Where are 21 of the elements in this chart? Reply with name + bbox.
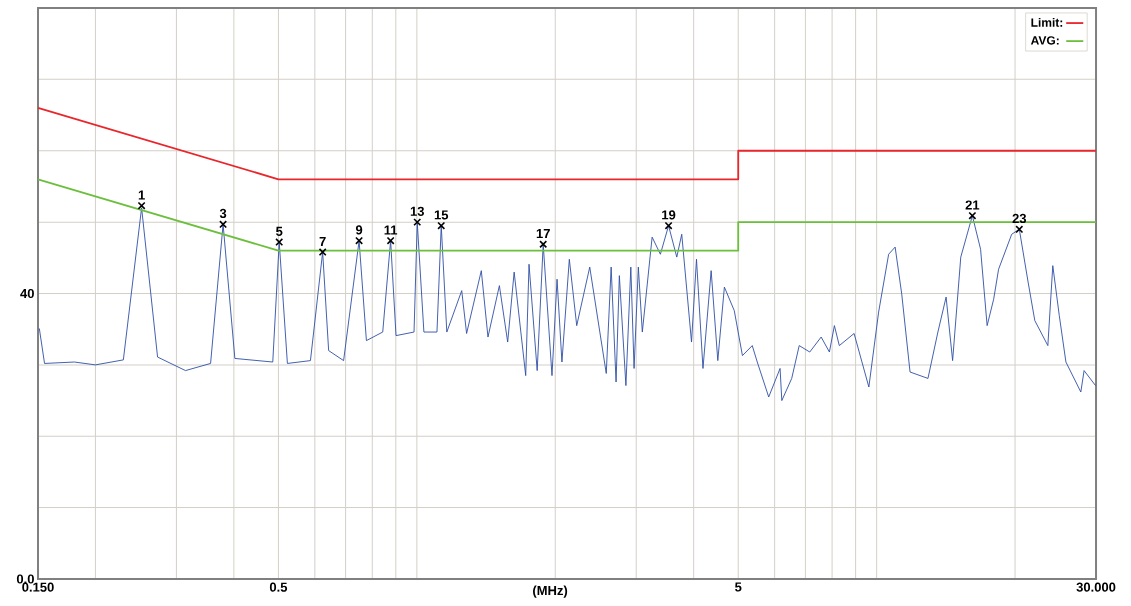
annotation: 3 <box>219 208 227 219</box>
annotation: 1 <box>138 190 145 200</box>
annotation: 17 <box>536 229 550 239</box>
annotation: 7 <box>319 236 326 246</box>
x-axis-title: (MHz) <box>533 585 568 598</box>
annotation: 11 <box>384 225 398 235</box>
legend-label: Limit: <box>1031 17 1063 27</box>
annotation: 23 <box>1012 213 1027 224</box>
x-tick-label: 0.150 <box>22 582 54 592</box>
annotation: 5 <box>276 226 283 236</box>
x-tick-label: 0.5 <box>269 582 288 592</box>
annotation: 15 <box>434 210 449 220</box>
annotation: 21 <box>965 200 980 210</box>
legend-label: AVG: <box>1030 36 1059 45</box>
annotation: 13 <box>410 206 424 216</box>
y-tick-label: 40 <box>20 288 34 299</box>
x-tick-label: 5 <box>735 582 742 592</box>
y-tick-label: 0.0 <box>16 574 34 584</box>
annotation: 19 <box>662 210 676 220</box>
x-tick-label: 30.000 <box>1076 582 1116 592</box>
annotation: 9 <box>355 225 363 235</box>
